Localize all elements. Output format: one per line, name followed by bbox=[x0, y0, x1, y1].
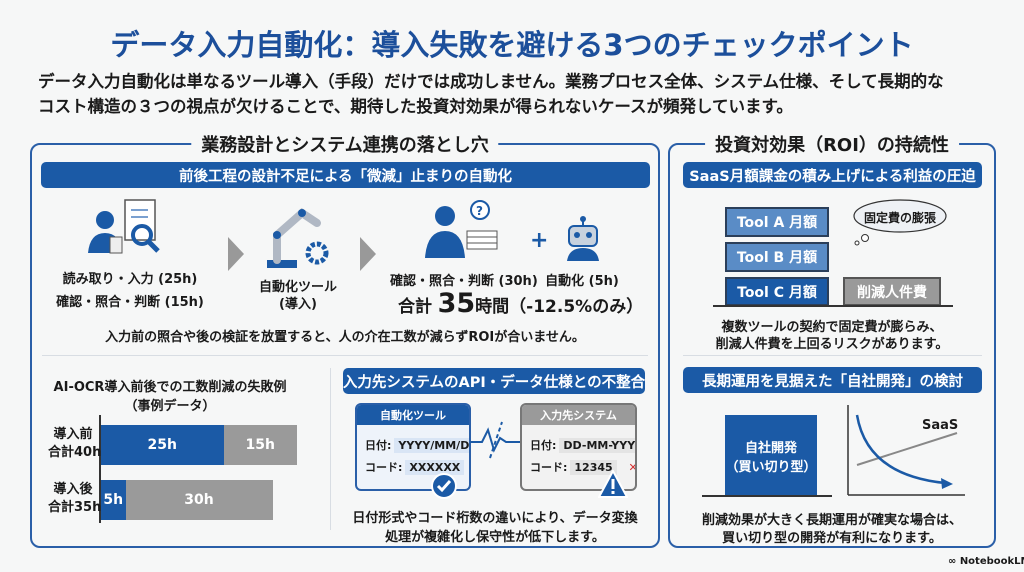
chart-title-2: （事例データ） bbox=[124, 399, 216, 414]
code-label: コード: bbox=[365, 461, 403, 474]
chart-axis bbox=[99, 415, 101, 523]
person-papers-question-icon: ? bbox=[425, 200, 498, 258]
api-caption-2: 処理が複雑化し保守性が低下します。 bbox=[385, 530, 605, 545]
tool-b-block: Tool B 月額 bbox=[725, 242, 829, 272]
category-label: 導入前 合計40h bbox=[48, 427, 102, 460]
arrow-head-icon bbox=[941, 478, 953, 489]
window-header: 入力先システム bbox=[522, 405, 635, 425]
inhouse-block: 自社開発 （買い切り型） bbox=[725, 415, 817, 496]
divider bbox=[683, 355, 982, 356]
error-x-icon: ✕ bbox=[628, 461, 637, 474]
check-circle-icon bbox=[431, 473, 457, 499]
divider bbox=[330, 368, 331, 530]
bar-segment: 30h bbox=[125, 480, 273, 520]
data-label: 25h bbox=[147, 437, 177, 453]
inhouse-label: 自社開発 bbox=[744, 440, 797, 456]
date-value: YYYY/MM/DD bbox=[394, 438, 469, 453]
date-value: DD-MM-YYYY bbox=[559, 438, 635, 453]
svg-text:?: ? bbox=[476, 204, 483, 218]
inhouse-cost-curve bbox=[855, 414, 946, 485]
cost-curve-chart bbox=[847, 405, 965, 496]
step2-line2: (導入) bbox=[279, 297, 317, 312]
total-number: 35 bbox=[437, 288, 476, 319]
broken-connection-icon bbox=[470, 421, 522, 459]
workflow-banner: 前後工程の設計不足による「微減」止まりの自動化 bbox=[41, 162, 650, 188]
target-system-window: 入力先システム 日付: DD-MM-YYYY コード: 12345 ✕ bbox=[520, 403, 637, 491]
footer-logo: ∞ NotebookLM bbox=[948, 556, 1024, 567]
api-banner: 入力先システムのAPI・データ仕様との不整合 bbox=[343, 368, 645, 394]
arrow-right-icon bbox=[360, 237, 376, 271]
step3-robot-label: 自動化 (5h) bbox=[545, 274, 619, 289]
notebooklm-icon: ∞ bbox=[948, 556, 960, 567]
total-prefix: 合計 bbox=[398, 297, 432, 317]
check-icon: ✓ bbox=[468, 461, 469, 474]
bar-segment: 15h bbox=[223, 425, 297, 465]
code-label: コード: bbox=[530, 461, 568, 474]
window-header: 自動化ツール bbox=[357, 405, 469, 425]
data-label: 30h bbox=[184, 492, 214, 508]
code-value: 12345 bbox=[570, 460, 617, 475]
labor-cost-block: 削減人件費 bbox=[843, 277, 941, 306]
footer-text: NotebookLM bbox=[959, 556, 1024, 567]
data-label: 15h bbox=[245, 437, 275, 453]
code-value: XXXXXX bbox=[405, 460, 465, 475]
saas-banner: SaaS月額課金の積み上げによる利益の圧迫 bbox=[683, 162, 982, 188]
plus-sign: + bbox=[530, 228, 549, 253]
tool-c-block: Tool C 月額 bbox=[725, 277, 829, 306]
saas-text-1: 複数ツールの契約で固定費が膨らみ、 bbox=[721, 320, 943, 335]
saas-cost-line bbox=[856, 432, 958, 466]
intro-line-1: データ入力自動化は単なるツール導入（手段）だけでは成功しません。業務プロセス全体… bbox=[38, 72, 944, 91]
intro-line-2: コスト構造の３つの視点が欠けることで、期待した投資対効果が得られないケースが頻発… bbox=[38, 97, 793, 116]
chart-title-1: AI-OCR導入前後での工数削減の失敗例 bbox=[53, 380, 287, 395]
divider bbox=[42, 355, 648, 356]
step1-line1: 読み取り・入力 (25h) bbox=[62, 272, 198, 287]
saas-text-2: 削減人件費を上回るリスクがあります。 bbox=[715, 337, 949, 352]
thought-cloud-icon bbox=[853, 199, 947, 246]
baseline bbox=[713, 305, 953, 307]
workflow-note: 入力前の照合や後の検証を放置すると、人の介在工数が減らずROIが合いません。 bbox=[105, 330, 585, 345]
date-label: 日付: bbox=[365, 439, 392, 452]
step1-line2: 確認・照合・判断 (15h) bbox=[56, 295, 204, 310]
saas-line-label: SaaS bbox=[922, 418, 959, 433]
right-panel-heading: 投資対効果（ROI）の持続性 bbox=[705, 131, 959, 157]
category-label: 導入後 合計35h bbox=[48, 482, 102, 515]
tool-a-block: Tool A 月額 bbox=[725, 207, 829, 237]
arrow-right-icon bbox=[228, 237, 244, 271]
left-panel-heading: 業務設計とシステム連携の落とし穴 bbox=[191, 131, 499, 157]
api-caption-1: 日付形式やコード桁数の違いにより、データ変換 bbox=[352, 511, 638, 526]
inhouse-text-1: 削減効果が大きく長期運用が確実な場合は、 bbox=[701, 513, 963, 528]
person-document-search-icon bbox=[88, 199, 160, 254]
total-suffix: 時間（-12.5%のみ） bbox=[475, 297, 644, 317]
robot-icon bbox=[567, 216, 599, 261]
date-label: 日付: bbox=[530, 439, 557, 452]
robot-arm-gear-icon bbox=[267, 207, 329, 268]
warning-icon bbox=[598, 470, 628, 498]
cloud-text: 固定費の膨張 bbox=[863, 211, 937, 225]
inhouse-text-2: 買い切り型の開発が有利になります。 bbox=[722, 531, 942, 546]
data-label: 5h bbox=[103, 492, 124, 508]
page-title: データ入力自動化：導入失敗を避ける3つのチェックポイント bbox=[110, 28, 914, 62]
bar-segment: 25h bbox=[101, 425, 224, 465]
inhouse-banner: 長期運用を見据えた「自社開発」の検討 bbox=[683, 367, 982, 393]
total-hours: 合計 35時間（-12.5%のみ） bbox=[398, 288, 643, 319]
step2-line1: 自動化ツール bbox=[258, 280, 338, 295]
bar-segment: 5h bbox=[101, 480, 126, 520]
step3-human-label: 確認・照合・判断 (30h) bbox=[390, 274, 538, 289]
baseline bbox=[702, 495, 832, 497]
inhouse-sub: （買い切り型） bbox=[725, 459, 817, 475]
